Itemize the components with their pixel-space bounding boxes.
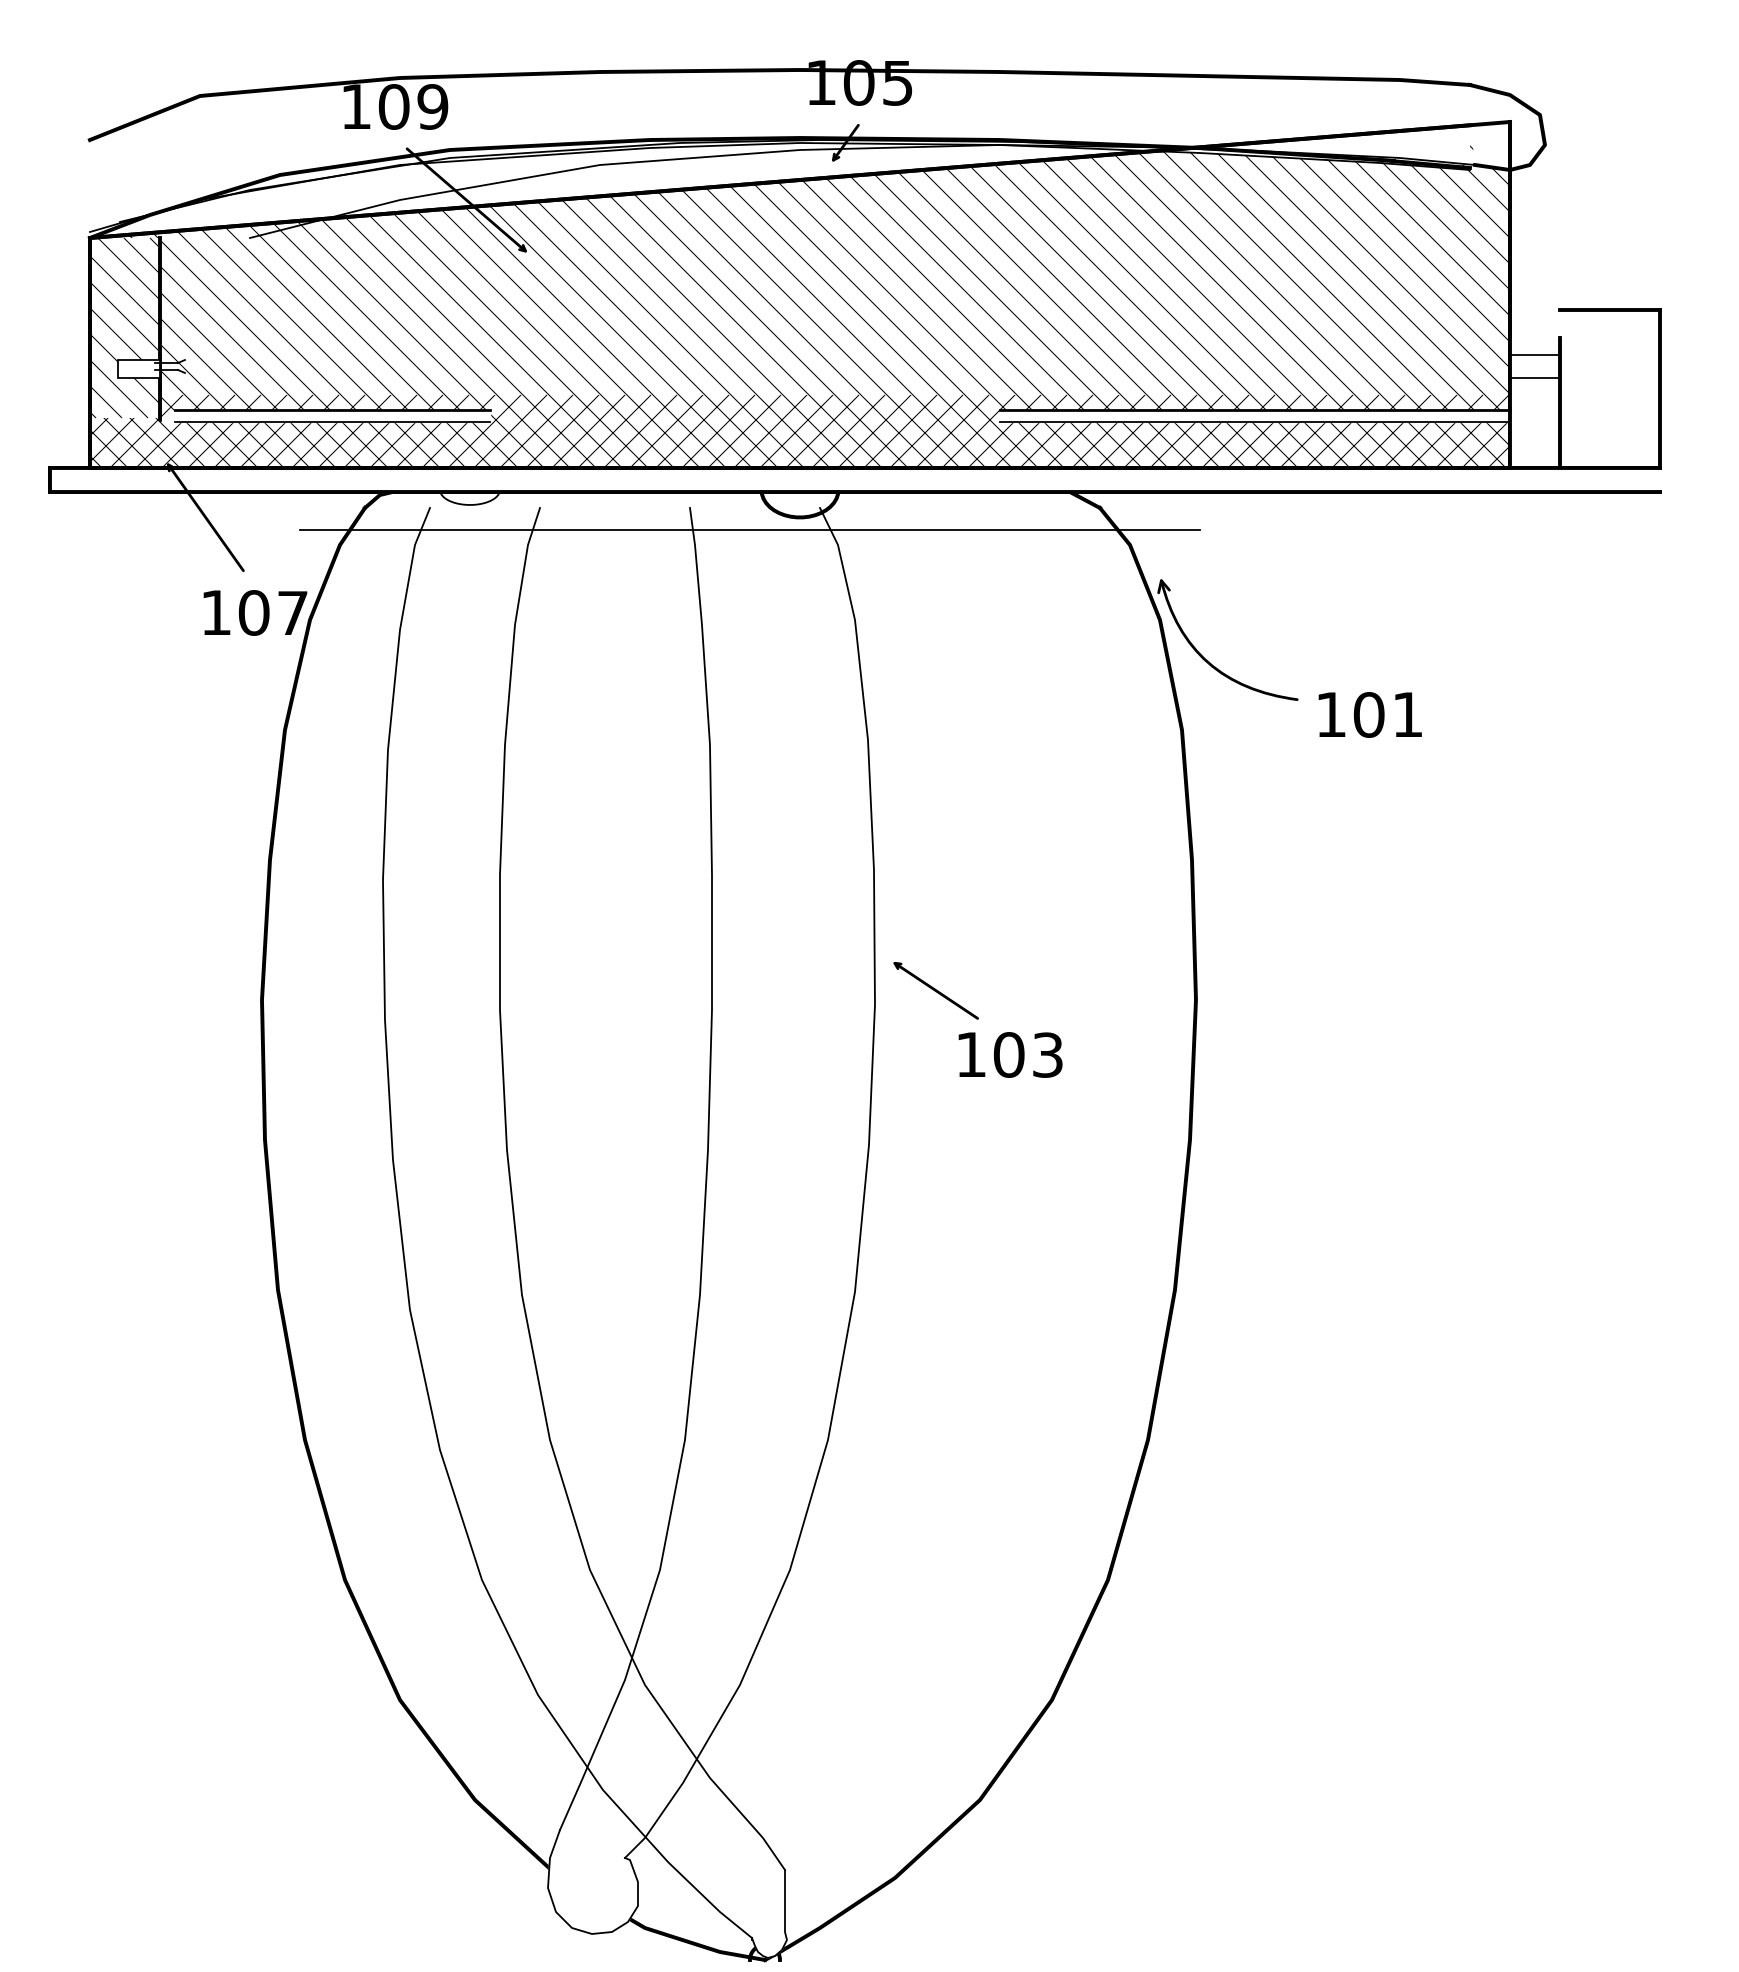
Bar: [118, 361, 160, 379]
Polygon shape: [90, 122, 1509, 467]
Polygon shape: [1469, 85, 1544, 170]
Polygon shape: [1560, 310, 1659, 467]
Text: 101: 101: [1311, 690, 1428, 749]
Text: 107: 107: [197, 588, 313, 647]
FancyArrowPatch shape: [1158, 580, 1297, 700]
Text: 109: 109: [337, 83, 452, 142]
Polygon shape: [176, 410, 490, 422]
Polygon shape: [263, 509, 1195, 1960]
Polygon shape: [1509, 337, 1560, 467]
Polygon shape: [50, 467, 1659, 491]
Polygon shape: [548, 509, 875, 1935]
Polygon shape: [90, 239, 160, 418]
Polygon shape: [383, 509, 786, 1958]
Polygon shape: [50, 467, 90, 491]
Polygon shape: [1000, 410, 1509, 422]
Text: 105: 105: [802, 59, 918, 118]
Polygon shape: [90, 85, 1469, 239]
Polygon shape: [50, 467, 1659, 491]
Text: 103: 103: [951, 1031, 1068, 1089]
